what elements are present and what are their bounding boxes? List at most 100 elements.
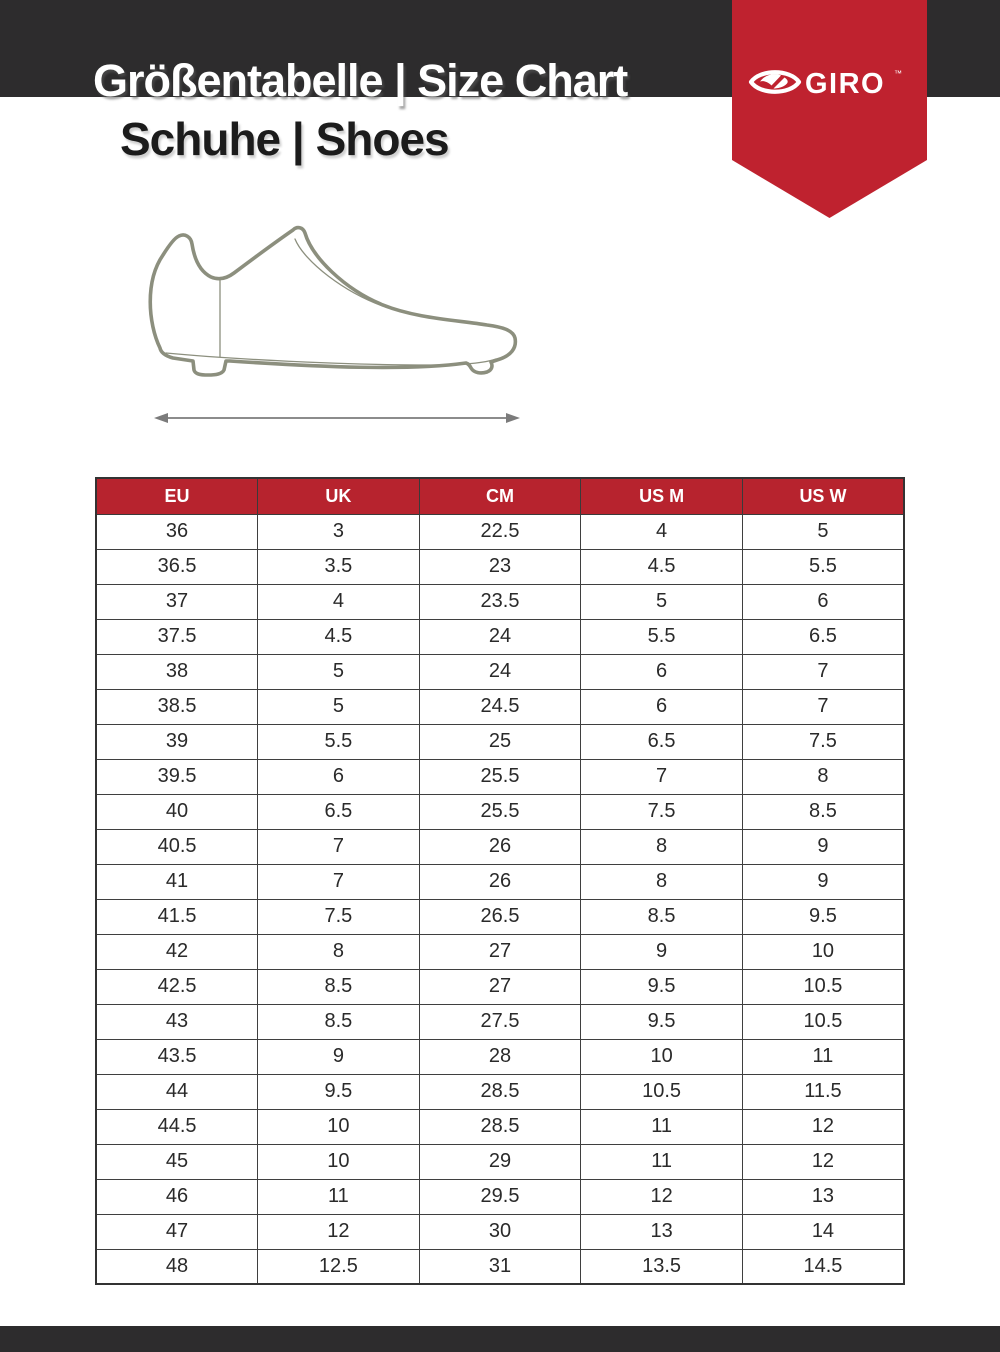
- size-cell: 36.5: [95, 548, 259, 585]
- size-cell: 12: [741, 1108, 905, 1145]
- size-cell: 9.5: [741, 898, 905, 935]
- size-cell: 11: [580, 1143, 743, 1180]
- size-cell: 27: [418, 933, 582, 970]
- size-cell: 27.5: [418, 1003, 582, 1040]
- table-row: 45 10 29 11 12: [95, 1143, 905, 1180]
- size-table-body: 36 3 22.5 4 5 36.5 3.5 23 4.5 5.5 37 4 23.5 5 6 37.5 4.5…: [95, 513, 905, 1285]
- size-cell: 41: [95, 863, 259, 900]
- size-cell: 14: [741, 1213, 905, 1250]
- table-row: 43 8.5 27.5 9.5 10.5: [95, 1003, 905, 1040]
- size-cell: 12.5: [257, 1248, 420, 1285]
- table-row: 48 12.5 31 13.5 14.5: [95, 1248, 905, 1285]
- size-cell: 9: [257, 1038, 420, 1075]
- size-cell: 8: [741, 758, 905, 795]
- size-cell: 44: [95, 1073, 259, 1110]
- size-cell: 8: [580, 863, 743, 900]
- size-cell: 24: [418, 618, 582, 655]
- size-cell: 5: [257, 688, 420, 725]
- size-table-head-row: EU UK CM US M US W: [95, 477, 905, 515]
- size-cell: 9: [580, 933, 743, 970]
- size-cell: 7: [257, 828, 420, 865]
- table-row: 37 4 23.5 5 6: [95, 583, 905, 620]
- size-cell: 9.5: [580, 968, 743, 1005]
- size-cell: 10: [580, 1038, 743, 1075]
- size-cell: 26.5: [418, 898, 582, 935]
- size-cell: 30: [418, 1213, 582, 1250]
- table-row: 44 9.5 28.5 10.5 11.5: [95, 1073, 905, 1110]
- shoe-diagram: [140, 215, 540, 430]
- size-cell: 25.5: [418, 758, 582, 795]
- size-cell: 11: [257, 1178, 420, 1215]
- size-cell: 5.5: [580, 618, 743, 655]
- size-cell: 14.5: [741, 1248, 905, 1285]
- size-cell: 25: [418, 723, 582, 760]
- size-cell: 42.5: [95, 968, 259, 1005]
- giro-eye-wing-left-icon: [760, 74, 781, 86]
- size-cell: 31: [418, 1248, 582, 1285]
- size-cell: 10.5: [741, 968, 905, 1005]
- size-cell: 28.5: [418, 1073, 582, 1110]
- table-row: 39.5 6 25.5 7 8: [95, 758, 905, 795]
- size-cell: 10: [741, 933, 905, 970]
- size-cell: 8.5: [257, 1003, 420, 1040]
- column-header-uk: UK: [257, 477, 420, 515]
- size-cell: 28.5: [418, 1108, 582, 1145]
- size-cell: 6: [580, 688, 743, 725]
- size-cell: 10.5: [741, 1003, 905, 1040]
- size-cell: 37.5: [95, 618, 259, 655]
- size-cell: 8: [257, 933, 420, 970]
- size-cell: 38: [95, 653, 259, 690]
- table-row: 44.5 10 28.5 11 12: [95, 1108, 905, 1145]
- size-cell: 11: [580, 1108, 743, 1145]
- table-row: 42 8 27 9 10: [95, 933, 905, 970]
- size-cell: 12: [580, 1178, 743, 1215]
- size-cell: 7.5: [257, 898, 420, 935]
- table-row: 43.5 9 28 10 11: [95, 1038, 905, 1075]
- size-cell: 5: [580, 583, 743, 620]
- size-cell: 38.5: [95, 688, 259, 725]
- size-cell: 45: [95, 1143, 259, 1180]
- size-cell: 37: [95, 583, 259, 620]
- size-cell: 10: [257, 1108, 420, 1145]
- table-row: 38.5 5 24.5 6 7: [95, 688, 905, 725]
- column-header-eu: EU: [95, 477, 259, 515]
- column-header-cm: CM: [418, 477, 582, 515]
- table-row: 40.5 7 26 8 9: [95, 828, 905, 865]
- table-row: 47 12 30 13 14: [95, 1213, 905, 1250]
- table-row: 37.5 4.5 24 5.5 6.5: [95, 618, 905, 655]
- shoe-outline-icon: [148, 225, 518, 377]
- size-cell: 3.5: [257, 548, 420, 585]
- giro-eye-wing-right-icon: [773, 77, 788, 89]
- size-cell: 5.5: [741, 548, 905, 585]
- size-table-container: EU UK CM US M US W 36 3 22.5 4 5 36.5 3.5 23 4.5 5.5 3…: [95, 477, 905, 1285]
- size-cell: 6: [741, 583, 905, 620]
- size-cell: 4: [257, 583, 420, 620]
- size-cell: 36: [95, 513, 259, 550]
- size-cell: 23.5: [418, 583, 582, 620]
- size-cell: 4: [580, 513, 743, 550]
- size-cell: 13.5: [580, 1248, 743, 1285]
- page-subtitle: Schuhe | Shoes: [120, 113, 450, 165]
- size-cell: 5: [257, 653, 420, 690]
- table-row: 42.5 8.5 27 9.5 10.5: [95, 968, 905, 1005]
- size-cell: 44.5: [95, 1108, 259, 1145]
- giro-logo-icon: GIRO ™: [748, 68, 902, 100]
- size-cell: 41.5: [95, 898, 259, 935]
- page-title: Größentabelle | Size Chart: [93, 55, 628, 106]
- size-cell: 5.5: [257, 723, 420, 760]
- brand-wordmark: GIRO: [805, 68, 885, 100]
- size-cell: 6.5: [580, 723, 743, 760]
- size-cell: 10.5: [580, 1073, 743, 1110]
- table-row: 36 3 22.5 4 5: [95, 513, 905, 550]
- size-cell: 40.5: [95, 828, 259, 865]
- size-cell: 12: [741, 1143, 905, 1180]
- size-cell: 7: [257, 863, 420, 900]
- size-cell: 10: [257, 1143, 420, 1180]
- size-cell: 27: [418, 968, 582, 1005]
- size-cell: 12: [257, 1213, 420, 1250]
- size-cell: 7: [580, 758, 743, 795]
- table-row: 41.5 7.5 26.5 8.5 9.5: [95, 898, 905, 935]
- column-header-us-w: US W: [741, 477, 905, 515]
- trademark-symbol: ™: [894, 69, 902, 78]
- size-cell: 42: [95, 933, 259, 970]
